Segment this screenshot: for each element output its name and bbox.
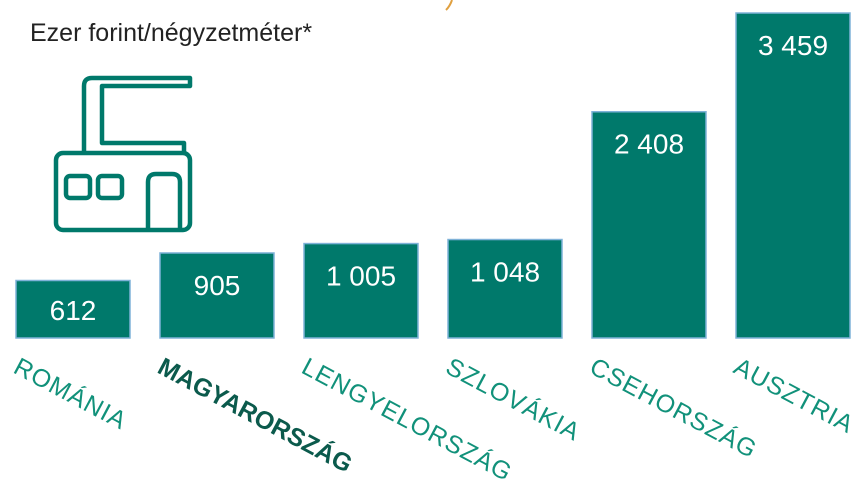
- value-label: 1 048: [470, 257, 540, 288]
- value-label: 905: [194, 270, 241, 301]
- value-label: 1 005: [326, 261, 396, 292]
- chart-title: Ezer forint/négyzetméter*: [30, 19, 312, 47]
- value-label: 3 459: [758, 30, 828, 61]
- bar: [159, 252, 275, 339]
- x-tick-label: SZLOVÁKIA: [441, 352, 585, 447]
- bar: [15, 279, 131, 339]
- bar: [447, 238, 563, 339]
- bar: [591, 110, 707, 339]
- building-icon: [53, 75, 193, 233]
- decoration: [445, 0, 453, 11]
- value-label: 2 408: [614, 129, 684, 160]
- x-tick-label: AUSZTRIA: [729, 353, 858, 440]
- x-tick-label: ROMÁNIA: [9, 352, 132, 436]
- value-label: 612: [50, 295, 97, 326]
- bar: [735, 12, 851, 339]
- bar: [303, 242, 419, 339]
